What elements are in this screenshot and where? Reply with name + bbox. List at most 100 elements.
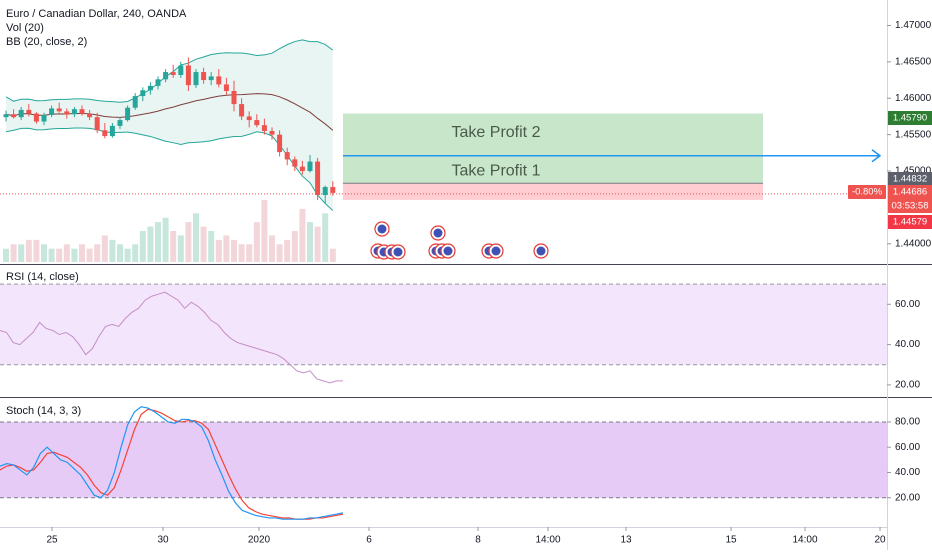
candle-body (125, 107, 131, 121)
time-tick-label: 14:00 (792, 535, 817, 546)
candle (330, 181, 336, 196)
volume-bar (86, 248, 93, 262)
time-tick-label: 13 (620, 535, 632, 546)
candle (299, 160, 305, 175)
price-badge-label[interactable]: 1.44579 (893, 217, 927, 228)
volume-bar (63, 244, 70, 262)
economic-event-icon[interactable] (430, 225, 446, 241)
time-tick-label: 20 (874, 535, 886, 546)
candle-body (185, 65, 191, 86)
price-badge[interactable] (888, 215, 932, 229)
change-badge-label[interactable]: -0.80% (852, 187, 883, 198)
price-tick-label: 1.45000 (895, 166, 932, 177)
candle (125, 105, 131, 122)
stoch-tick-label: 40.00 (895, 467, 920, 478)
axes: 1.47000 1.46500 1.46000 1.45500 1.45000 1.440… (46, 20, 932, 546)
volume-bar (223, 235, 230, 262)
candle-body (79, 109, 85, 114)
candle-body (261, 125, 267, 131)
volume-bar (261, 200, 268, 262)
bb-upper-line (5, 39, 334, 103)
volume-bar (147, 226, 154, 262)
event-flag (443, 246, 453, 256)
economic-event-icon[interactable] (440, 243, 456, 259)
price-badge[interactable] (888, 199, 932, 213)
volume-legend[interactable]: Vol (20) (6, 22, 44, 34)
volume-bar (41, 244, 47, 262)
event-flag (491, 246, 501, 256)
volume-bar (246, 244, 253, 262)
stoch-tick-label: 20.00 (895, 492, 920, 503)
candle-body (49, 108, 55, 115)
candle (102, 122, 108, 139)
price-badge-label[interactable]: 03:53:58 (892, 201, 929, 212)
volume-bar (3, 248, 9, 262)
take-profit-zone[interactable] (343, 113, 763, 184)
symbol-title[interactable]: Euro / Canadian Dollar, 240, OANDA (6, 8, 187, 20)
candle-body (18, 109, 24, 118)
volume-bar (291, 231, 298, 262)
change-badge[interactable] (848, 185, 886, 199)
candle (117, 117, 123, 129)
candle-body (87, 113, 93, 118)
volume-bar (94, 244, 101, 262)
candle-body (307, 161, 313, 172)
volume-bar (162, 217, 169, 262)
volume-bar (307, 222, 313, 262)
volume-bar (231, 239, 237, 262)
trade-zones[interactable]: Take Profit 2 Take Profit 1 (0, 113, 887, 200)
stoch-indicator (0, 406, 887, 520)
candle-body (322, 187, 328, 196)
price-badge-label[interactable]: 1.44686 (893, 187, 927, 198)
candle-body (246, 116, 252, 121)
price-tick-label: 1.46500 (895, 57, 932, 68)
economic-event-icon[interactable] (533, 243, 549, 259)
bb-legend[interactable]: BB (20, close, 2) (6, 36, 88, 48)
candle-body (223, 84, 229, 91)
take-profit-2-label[interactable]: Take Profit 2 (452, 124, 541, 141)
price-badge[interactable] (888, 185, 932, 199)
candle-body (41, 114, 47, 122)
stoch-d-line (0, 408, 344, 520)
economic-event-icon[interactable] (488, 243, 504, 259)
candle-body (170, 72, 176, 75)
candle-body (109, 125, 115, 137)
volume-bar (177, 235, 184, 262)
price-badge[interactable] (888, 111, 932, 125)
candle (170, 64, 176, 78)
candle-body (26, 109, 32, 114)
candle (246, 111, 252, 128)
candle (254, 114, 260, 128)
economic-event-icon[interactable] (374, 221, 390, 237)
candle-body (284, 152, 290, 160)
rsi-label[interactable]: RSI (14, close) (6, 271, 79, 283)
volume-bar (33, 239, 40, 262)
candle (201, 67, 207, 84)
price-badge[interactable] (888, 172, 932, 186)
time-tick-label: 14:00 (535, 535, 560, 546)
candle-body (193, 72, 199, 86)
price-badge-label[interactable]: 1.44832 (893, 174, 927, 185)
stoch-tick-label: 60.00 (895, 442, 920, 453)
stop-loss-zone[interactable] (343, 183, 763, 200)
volume-bar (132, 244, 139, 262)
candle (208, 72, 214, 86)
stoch-tick-label: 80.00 (895, 417, 920, 428)
price-tick-label: 1.47000 (895, 20, 932, 31)
candle-body (330, 187, 336, 193)
take-profit-1-label[interactable]: Take Profit 1 (452, 163, 541, 180)
candle-body (147, 85, 153, 91)
economic-event-icon[interactable] (390, 244, 406, 260)
price-tick-label: 1.45500 (895, 129, 932, 140)
candle-body (239, 104, 245, 117)
price-badge-label[interactable]: 1.45790 (893, 113, 927, 124)
volume-bar (18, 244, 25, 262)
event-flag (433, 228, 443, 238)
stoch-label[interactable]: Stoch (14, 3, 3) (6, 405, 82, 417)
candle (64, 108, 70, 119)
candle (193, 69, 199, 89)
rsi-tick-label: 60.00 (895, 299, 920, 310)
events[interactable] (370, 221, 549, 260)
